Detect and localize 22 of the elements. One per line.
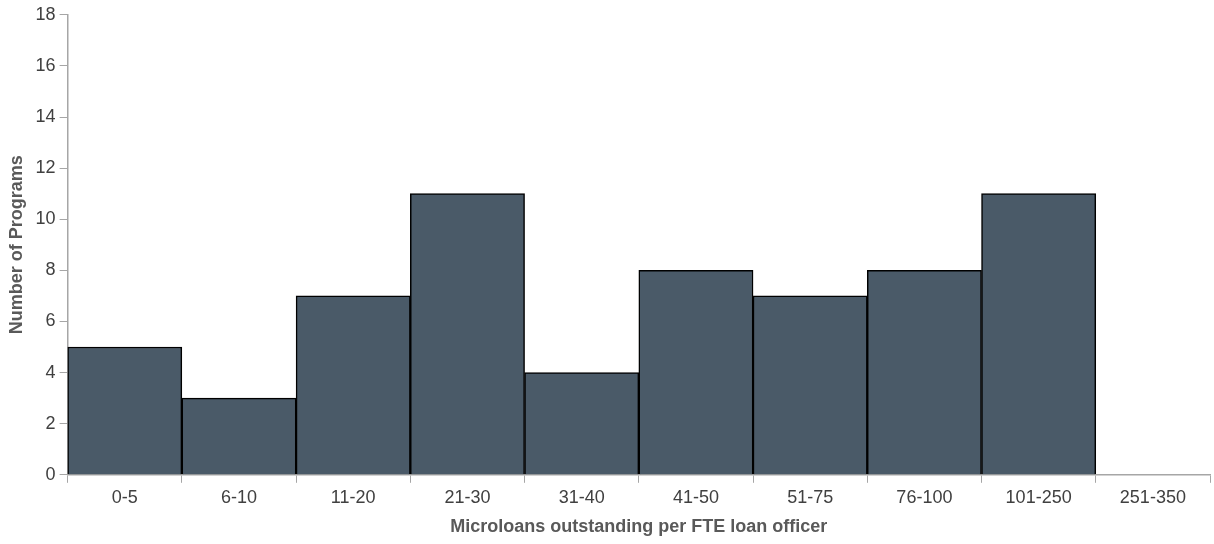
x-tick-label: 11-20 (330, 486, 376, 507)
x-tick-label: 6-10 (220, 486, 257, 507)
x-tick-label: 251-350 (1119, 486, 1186, 507)
y-tick-label: 10 (35, 208, 56, 229)
y-tick-label: 2 (45, 412, 56, 433)
x-tick-label: 41-50 (672, 486, 719, 507)
y-tick-label: 14 (35, 105, 56, 126)
y-tick-label: 8 (45, 259, 56, 280)
x-tick-label: 101-250 (1005, 486, 1072, 507)
y-tick-label: 12 (35, 157, 56, 178)
y-tick-label: 6 (45, 310, 56, 331)
x-tick-label: 21-30 (444, 486, 491, 507)
y-tick-label: 16 (35, 54, 56, 75)
x-axis-title: Microloans outstanding per FTE loan officer (450, 516, 828, 537)
y-axis-title: Number of Programs (5, 155, 26, 335)
y-tick-label: 0 (45, 463, 56, 484)
x-tick-label: 0-5 (111, 486, 138, 507)
x-tick-label: 51-75 (787, 486, 834, 507)
x-tick-label: 31-40 (558, 486, 605, 507)
x-tick-label: 76-100 (896, 486, 953, 507)
y-tick-label: 18 (35, 3, 56, 24)
y-tick-label: 4 (45, 361, 56, 382)
